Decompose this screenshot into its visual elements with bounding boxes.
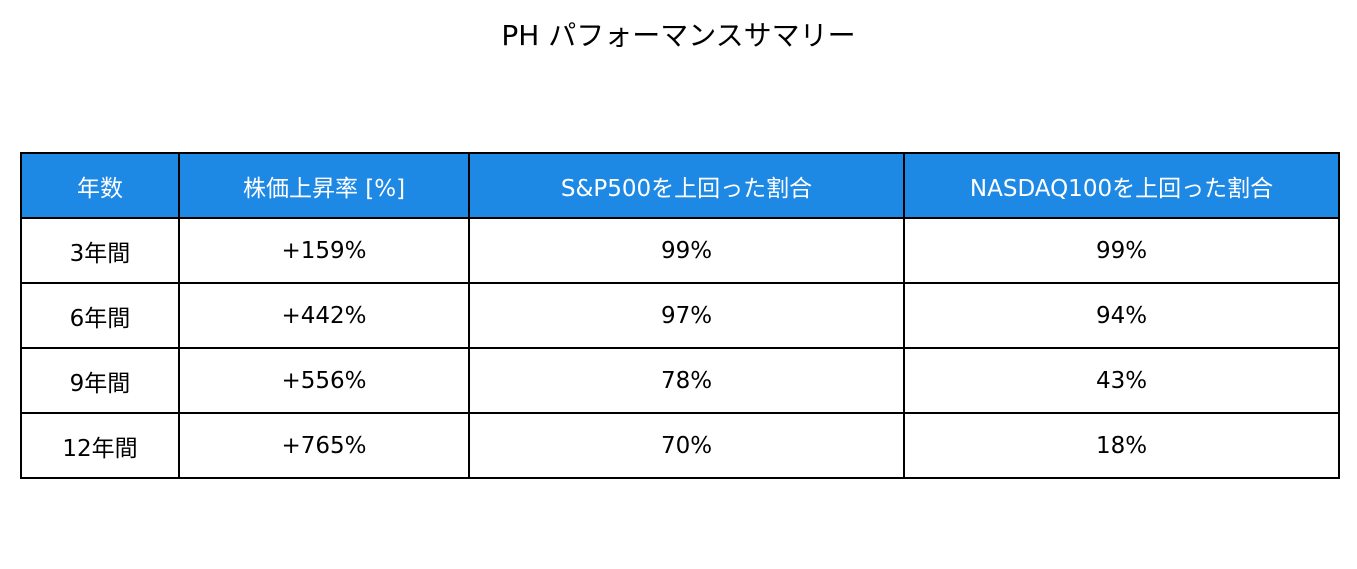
table-row: 9年間 +556% 78% 43% [20, 347, 1340, 414]
table-cell: +442% [178, 282, 470, 349]
table-row: 12年間 +765% 70% 18% [20, 412, 1340, 479]
table-cell: 70% [468, 412, 905, 479]
column-header: NASDAQ100を上回った割合 [903, 152, 1340, 219]
header-row: 年数 株価上昇率 [%] S&P500を上回った割合 NASDAQ100を上回った割合 [20, 152, 1340, 219]
table-cell: 9年間 [20, 347, 180, 414]
table-cell: 99% [903, 217, 1340, 284]
table-row: 3年間 +159% 99% 99% [20, 217, 1340, 284]
table-cell: 3年間 [20, 217, 180, 284]
table-cell: 18% [903, 412, 1340, 479]
table-cell: 43% [903, 347, 1340, 414]
table-cell: 78% [468, 347, 905, 414]
table-cell: +765% [178, 412, 470, 479]
table-cell: 99% [468, 217, 905, 284]
column-header: 年数 [20, 152, 180, 219]
table-row: 6年間 +442% 97% 94% [20, 282, 1340, 349]
column-header: S&P500を上回った割合 [468, 152, 905, 219]
table-cell: 97% [468, 282, 905, 349]
column-header: 株価上昇率 [%] [178, 152, 470, 219]
table-cell: 94% [903, 282, 1340, 349]
table-cell: 6年間 [20, 282, 180, 349]
summary-table: 年数 株価上昇率 [%] S&P500を上回った割合 NASDAQ100を上回った割合… [20, 152, 1340, 479]
table-cell: +556% [178, 347, 470, 414]
page-title: PH パフォーマンスサマリー [501, 19, 856, 52]
table-cell: +159% [178, 217, 470, 284]
table-cell: 12年間 [20, 412, 180, 479]
